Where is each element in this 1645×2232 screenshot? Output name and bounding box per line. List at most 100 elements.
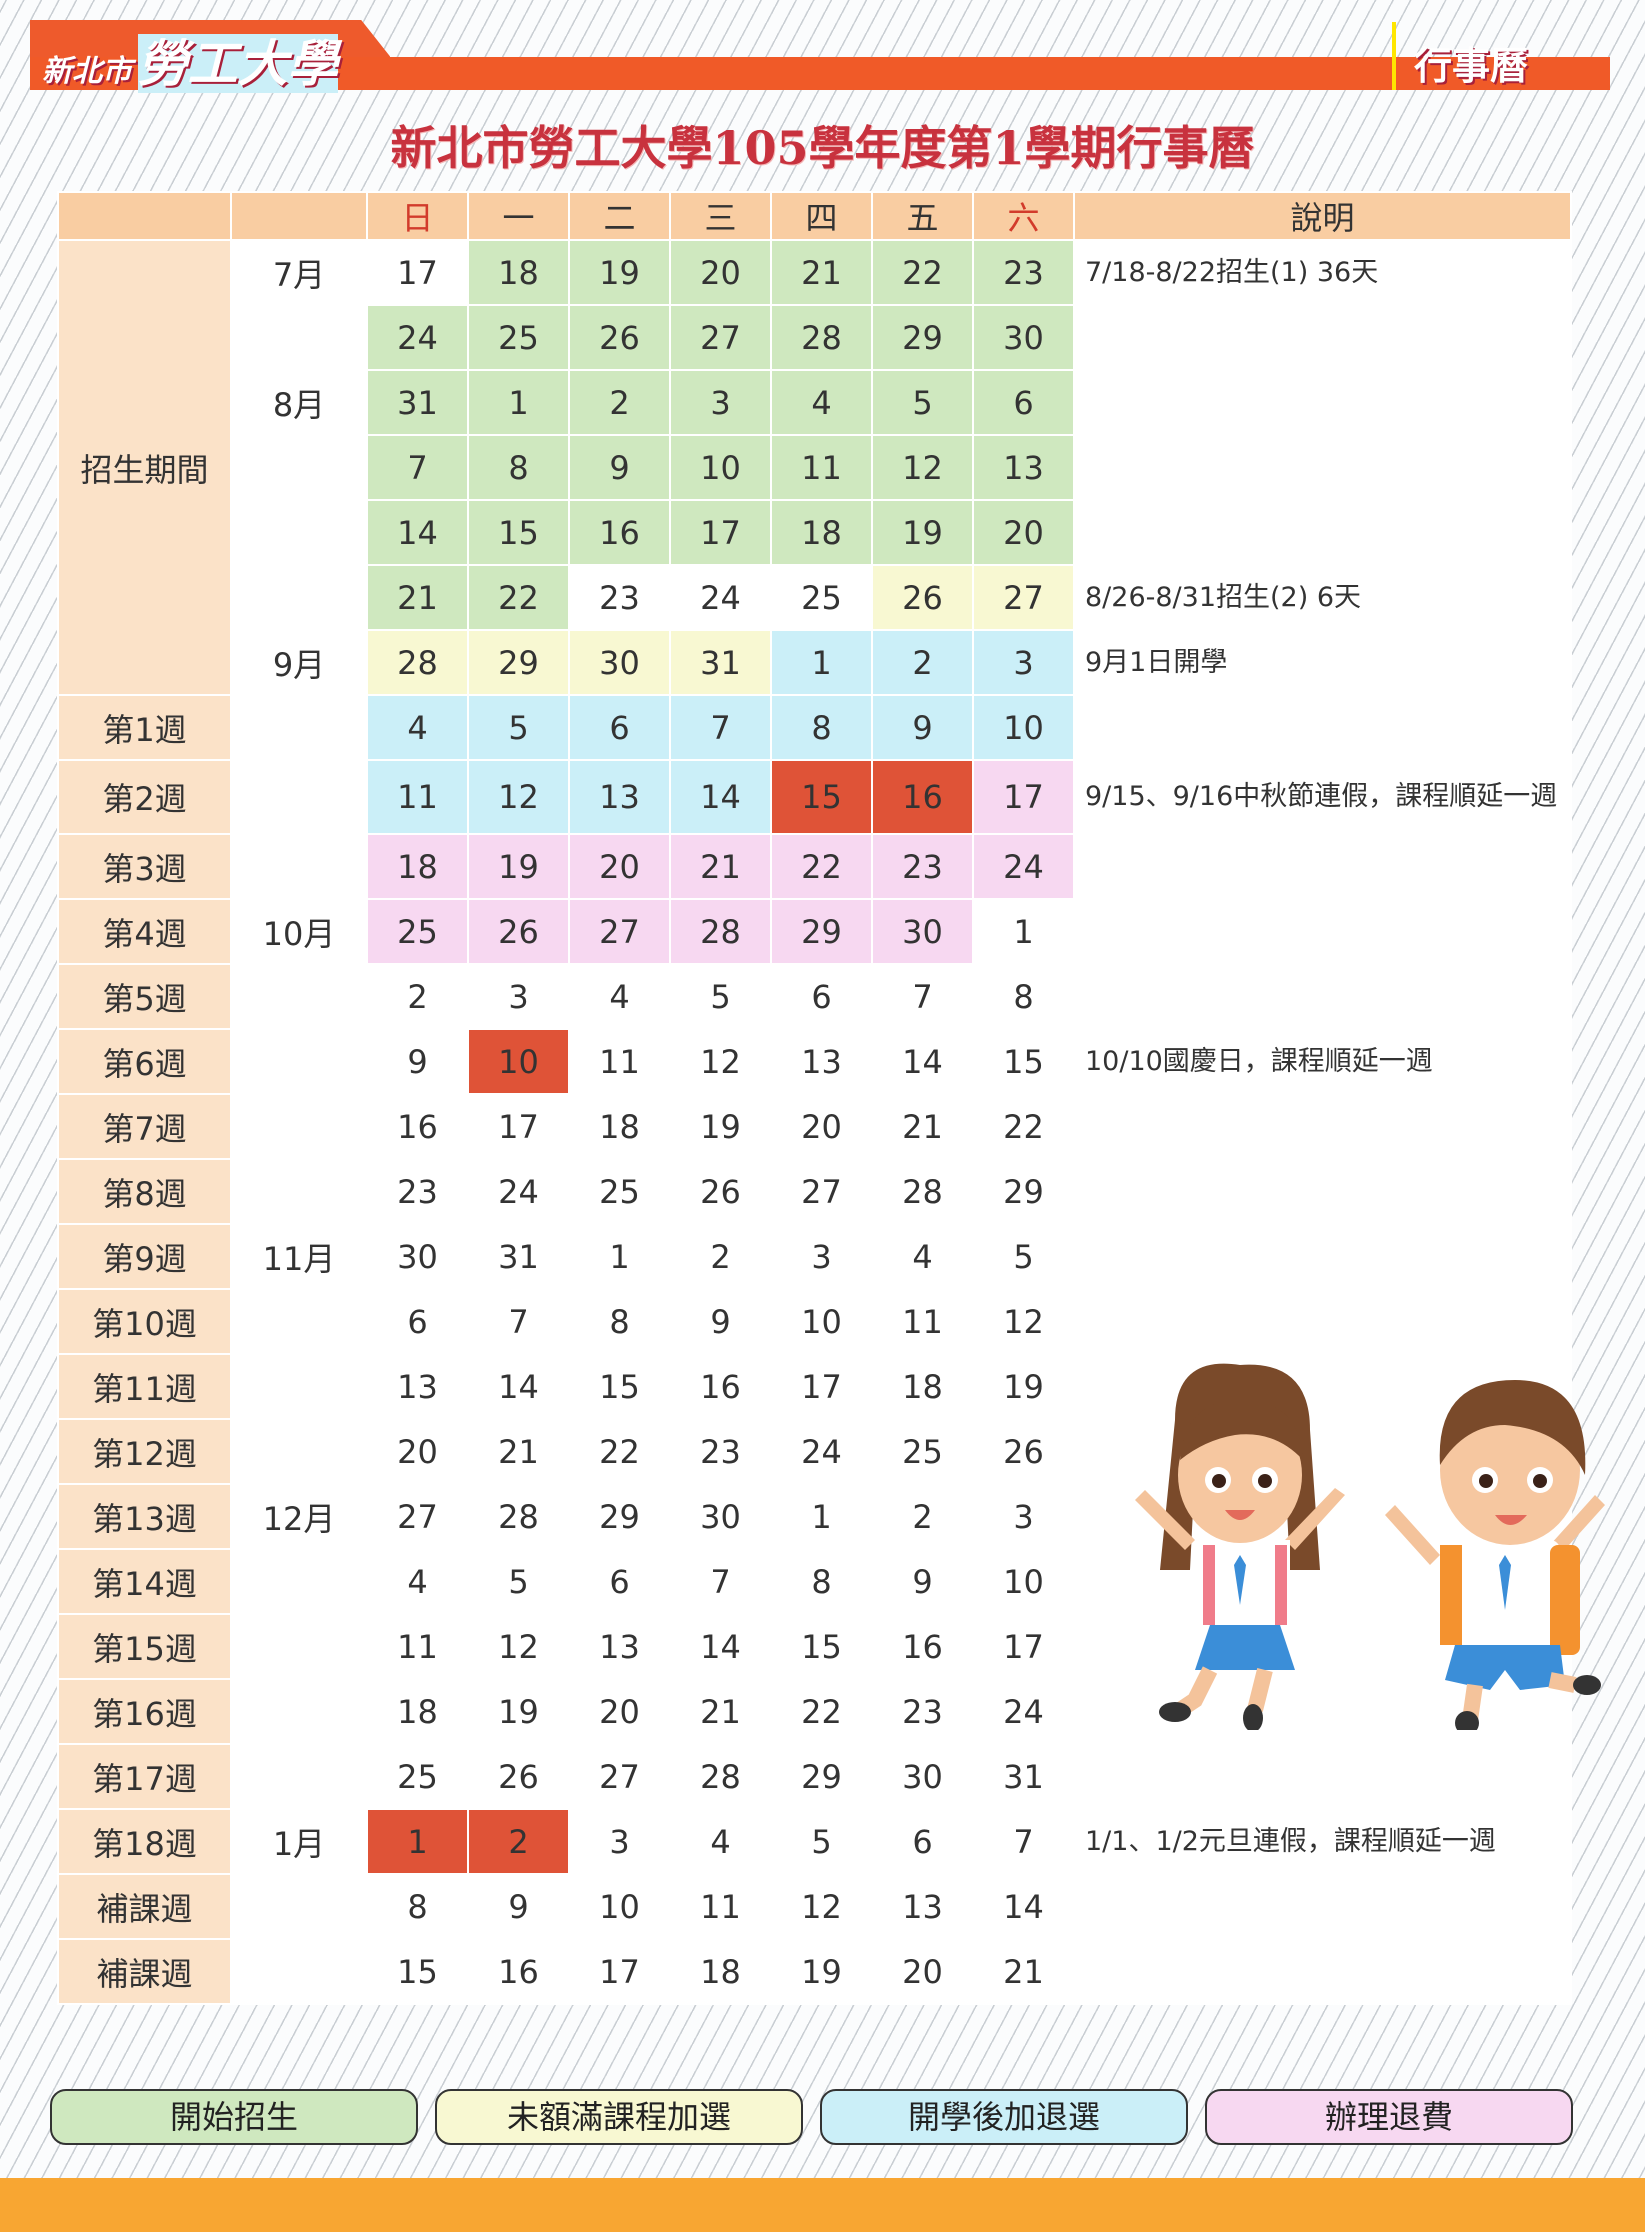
day-cell: 13 xyxy=(871,1873,974,1940)
day-cell: 2 xyxy=(366,963,469,1030)
day-cell: 22 xyxy=(770,833,873,900)
day-cell: 3 xyxy=(568,1808,671,1875)
calendar-row: 第7週 16 17 18 19 20 21 22 xyxy=(57,1093,1572,1160)
day-cell: 14 xyxy=(669,759,772,835)
calendar-row: 補課週 8 9 10 11 12 13 14 xyxy=(57,1873,1572,1940)
day-cell: 2 xyxy=(871,1483,974,1550)
day-cell: 17 xyxy=(467,1093,570,1160)
day-cell: 23 xyxy=(972,239,1075,306)
header-mon: 一 xyxy=(467,191,570,241)
day-cell: 22 xyxy=(467,564,570,631)
calendar-row: 第18週 1月 1 2 3 4 5 6 7 1/1、1/2元旦連假，課程順延一週 xyxy=(57,1808,1572,1875)
day-cell: 5 xyxy=(972,1223,1075,1290)
day-cell: 6 xyxy=(972,369,1075,436)
footer-band xyxy=(0,2178,1645,2232)
calendar-row: 第16週 18 19 20 21 22 23 24 xyxy=(57,1678,1572,1745)
month-label xyxy=(230,1873,368,1940)
day-cell: 10 xyxy=(568,1873,671,1940)
day-cell: 15 xyxy=(366,1938,469,2005)
day-cell: 1 xyxy=(770,629,873,696)
day-cell: 2 xyxy=(568,369,671,436)
section-tag: 行事曆 xyxy=(1392,22,1528,90)
week-label: 第7週 xyxy=(57,1093,232,1160)
calendar-row: 招生期間 7月 17 18 19 20 21 22 23 7/18-8/22招生(1) 36天 xyxy=(57,239,1572,696)
day-cell: 29 xyxy=(871,304,974,371)
day-cell: 27 xyxy=(770,1158,873,1225)
day-cell: 11 xyxy=(871,1288,974,1355)
row-description xyxy=(1073,1678,1572,1745)
day-cell: 1 xyxy=(467,369,570,436)
week-label: 第12週 xyxy=(57,1418,232,1485)
day-cell: 22 xyxy=(972,1093,1075,1160)
row-description xyxy=(1073,1873,1572,1940)
day-cell: 13 xyxy=(972,434,1075,501)
day-cell: 31 xyxy=(366,369,469,436)
day-cell: 10 xyxy=(467,1028,570,1095)
day-cell: 17 xyxy=(568,1938,671,2005)
month-label xyxy=(230,434,368,501)
brand-big: 勞工大學 xyxy=(137,34,338,93)
calendar-row: 第4週 10月 25 26 27 28 29 30 1 xyxy=(57,898,1572,965)
day-cell: 28 xyxy=(871,1158,974,1225)
row-description xyxy=(1073,499,1572,566)
header-tue: 二 xyxy=(568,191,671,241)
row-description xyxy=(1073,1158,1572,1225)
day-cell: 3 xyxy=(972,629,1075,696)
day-cell: 23 xyxy=(669,1418,772,1485)
month-label xyxy=(230,963,368,1030)
day-cell: 1 xyxy=(770,1483,873,1550)
day-cell: 19 xyxy=(467,833,570,900)
day-cell: 9 xyxy=(568,434,671,501)
day-cell: 8 xyxy=(770,694,873,761)
month-label: 9月 xyxy=(230,629,368,696)
brand-small: 新北市 xyxy=(42,54,132,89)
day-cell: 26 xyxy=(467,898,570,965)
day-cell: 23 xyxy=(568,564,671,631)
day-cell: 11 xyxy=(366,759,469,835)
day-cell: 14 xyxy=(467,1353,570,1420)
calendar-row: 7 8 9 10 11 12 13 xyxy=(58,434,1572,501)
girl-figure xyxy=(1135,1363,1345,1730)
boy-figure xyxy=(1385,1380,1605,1730)
day-cell: 14 xyxy=(972,1873,1075,1940)
day-cell: 18 xyxy=(366,1678,469,1745)
day-cell: 19 xyxy=(972,1353,1075,1420)
day-cell: 10 xyxy=(972,694,1075,761)
day-cell: 30 xyxy=(568,629,671,696)
day-cell: 22 xyxy=(770,1678,873,1745)
day-cell: 9 xyxy=(669,1288,772,1355)
week-label: 第6週 xyxy=(57,1028,232,1095)
day-cell: 7 xyxy=(972,1808,1075,1875)
month-label xyxy=(230,1548,368,1615)
month-label xyxy=(230,694,368,761)
month-label xyxy=(230,1743,368,1810)
day-cell: 4 xyxy=(366,1548,469,1615)
day-cell: 12 xyxy=(669,1028,772,1095)
legend-item: 開學後加退選 xyxy=(820,2089,1188,2145)
day-cell: 13 xyxy=(770,1028,873,1095)
week-label: 第15週 xyxy=(57,1613,232,1680)
month-label xyxy=(230,1353,368,1420)
month-label xyxy=(230,833,368,900)
day-cell: 27 xyxy=(568,898,671,965)
calendar-row: 補課週 15 16 17 18 19 20 21 xyxy=(57,1938,1572,2005)
day-cell: 15 xyxy=(770,1613,873,1680)
day-cell: 11 xyxy=(568,1028,671,1095)
week-label: 第4週 xyxy=(57,898,232,965)
day-cell: 17 xyxy=(669,499,772,566)
row-description xyxy=(1073,369,1572,436)
day-cell: 24 xyxy=(972,833,1075,900)
day-cell: 14 xyxy=(871,1028,974,1095)
row-description xyxy=(1073,1938,1572,2005)
day-cell: 25 xyxy=(366,1743,469,1810)
students-illustration xyxy=(1135,1363,1605,1730)
day-cell: 11 xyxy=(669,1873,772,1940)
calendar-row: 第2週 11 12 13 14 15 16 17 9/15、9/16中秋節連假，課程順延一週 xyxy=(57,759,1572,835)
day-cell: 7 xyxy=(467,1288,570,1355)
day-cell: 29 xyxy=(972,1158,1075,1225)
week-label: 第10週 xyxy=(57,1288,232,1355)
row-description xyxy=(1073,1093,1572,1160)
day-cell: 29 xyxy=(467,629,570,696)
group-label: 招生期間 xyxy=(57,239,232,696)
week-label: 第18週 xyxy=(57,1808,232,1875)
